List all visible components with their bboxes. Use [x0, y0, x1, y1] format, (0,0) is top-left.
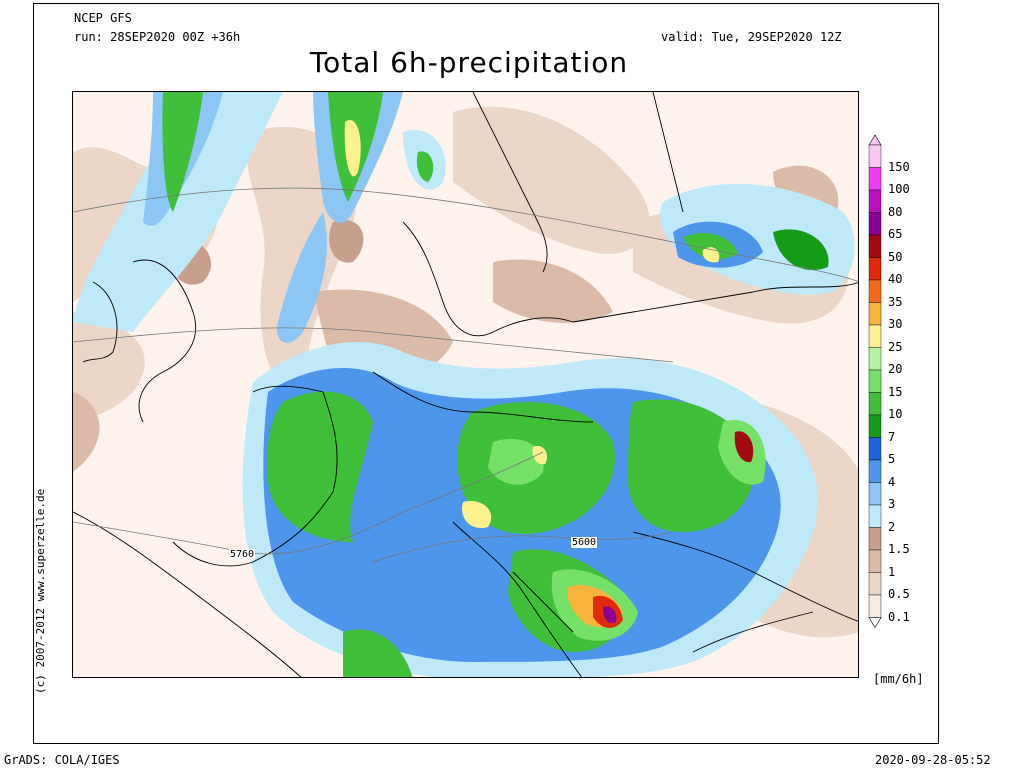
legend-level-label: 35: [888, 294, 903, 309]
legend-level-label: 150: [888, 159, 910, 174]
coastlines-borders: [73, 92, 858, 677]
legend-bottom-arrow: [868, 617, 882, 629]
legend-level-label: 65: [888, 227, 903, 241]
legend-swatch: [868, 392, 882, 416]
precip-cell-east: [659, 183, 855, 295]
plot-title: Total 6h-precipitation: [309, 46, 629, 79]
legend-swatch: [868, 212, 882, 236]
legend-swatch: [868, 279, 882, 303]
legend-swatch: [868, 572, 882, 596]
legend-level-label: 20: [888, 362, 903, 376]
legend-level-label: 2: [888, 519, 896, 534]
legend-level-label: 40: [888, 272, 903, 286]
legend-swatch: [868, 414, 882, 438]
plot-frame: [33, 3, 939, 744]
legend-level-label: 5: [888, 452, 896, 466]
footer-software: GrADS: COLA/IGES: [4, 753, 120, 767]
legend-level-label: 10: [888, 407, 903, 421]
legend-swatch: [868, 437, 882, 461]
contour-label-5600: 5600: [571, 537, 598, 548]
contour-label-5760: 5760: [229, 549, 256, 560]
legend-unit: [mm/6h]: [873, 672, 924, 686]
legend-level-label: 15: [888, 384, 903, 399]
valid-time: valid: Tue, 29SEP2020 12Z: [661, 30, 842, 44]
legend-swatch: [868, 482, 882, 506]
legend-swatch: [868, 302, 882, 326]
precipitation-legend: 150 100 80 65 50 40 35 30 25 20 15 10 7 5 4 3 2 1.5 1 0.5 0.…: [862, 134, 942, 634]
legend-level-label: 0.5: [888, 587, 910, 601]
legend-level-label: 25: [888, 339, 903, 354]
precip-band-north: [73, 92, 446, 343]
run-info: run: 28SEP2020 00Z +36h: [74, 30, 241, 44]
precip-system-central: [242, 342, 819, 677]
legend-swatch: [868, 167, 882, 191]
legend-level-label: 100: [888, 182, 910, 196]
legend-level-label: 7: [888, 429, 896, 444]
legend-level-label: 1.5: [888, 542, 910, 556]
legend-level-label: 3: [888, 497, 896, 511]
legend-swatch: [868, 347, 882, 371]
legend-level-label: 0.1: [888, 609, 910, 624]
map-canvas: [73, 92, 858, 677]
legend-level-label: 1: [888, 564, 896, 579]
legend-swatch: [868, 369, 882, 393]
model-name: NCEP GFS: [74, 11, 132, 25]
legend-swatch: [868, 504, 882, 528]
legend-swatch: [868, 549, 882, 573]
legend-swatch: [868, 594, 882, 618]
legend-swatch: [868, 144, 882, 168]
legend-level-label: 80: [888, 204, 903, 219]
legend-swatch: [868, 324, 882, 348]
legend-swatch: [868, 257, 882, 281]
precipitation-map: 5760 5600: [72, 91, 859, 678]
legend-colorbar: [868, 134, 882, 629]
legend-level-label: 30: [888, 317, 903, 331]
legend-swatch: [868, 459, 882, 483]
legend-swatch: [868, 527, 882, 551]
legend-level-label: 4: [888, 474, 896, 489]
legend-level-label: 50: [888, 249, 903, 264]
legend-swatch: [868, 189, 882, 213]
legend-swatch: [868, 234, 882, 258]
legend-top-arrow: [868, 134, 882, 146]
footer-timestamp: 2020-09-28-05:52: [875, 753, 991, 767]
geopotential-contours: [73, 187, 858, 563]
copyright-credit: (c) 2007-2012 www.superzelle.de: [34, 488, 47, 694]
